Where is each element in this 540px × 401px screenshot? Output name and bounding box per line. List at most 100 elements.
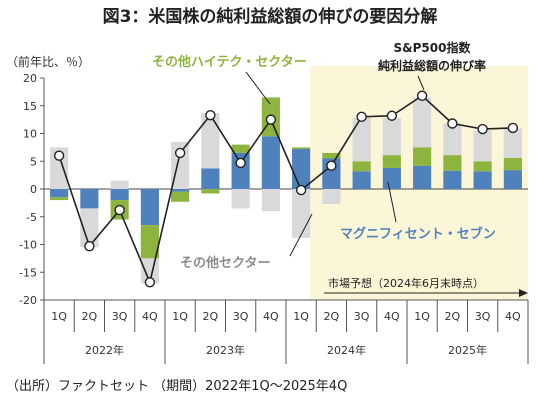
bar-segment-series-3 bbox=[292, 189, 311, 238]
x-tick-label: 3Q bbox=[112, 310, 128, 323]
y-tick-label: 0 bbox=[30, 183, 37, 196]
x-tick-label: 3Q bbox=[475, 310, 491, 323]
bar-segment-series-2 bbox=[352, 161, 371, 172]
year-label: 2024年 bbox=[327, 343, 366, 357]
sp500-point bbox=[386, 110, 398, 121]
bar-segment-series-1 bbox=[292, 149, 311, 189]
bar-segment-series-2 bbox=[201, 189, 220, 194]
x-tick-label: 2Q bbox=[324, 310, 340, 323]
x-tick-label: 4Q bbox=[142, 310, 158, 323]
x-tick-label: 1Q bbox=[51, 310, 67, 323]
x-tick-label: 1Q bbox=[293, 310, 309, 323]
sp500-point bbox=[447, 118, 458, 129]
chart-title: 図3：米国株の純利益総額の伸びの要因分解 bbox=[103, 6, 438, 27]
bar-segment-series-1 bbox=[503, 170, 522, 189]
x-tick-label: 1Q bbox=[414, 310, 430, 323]
bar-segment-series-2 bbox=[443, 155, 462, 171]
y-tick-label: 15 bbox=[23, 100, 37, 113]
x-tick-label: 4Q bbox=[505, 310, 521, 323]
year-label: 2022年 bbox=[85, 343, 124, 357]
y-tick-label: -10 bbox=[19, 239, 37, 252]
y-tick-label: 10 bbox=[23, 128, 37, 141]
x-tick-label: 2Q bbox=[445, 310, 461, 323]
year-label: 2025年 bbox=[448, 343, 487, 357]
annotation-sp500-line1: S&P500指数 bbox=[394, 40, 472, 55]
x-tick-label: 2Q bbox=[82, 310, 98, 323]
annotation-other-pointer bbox=[289, 213, 313, 257]
bar-segment-series-2 bbox=[382, 155, 401, 168]
year-label: 2023年 bbox=[206, 343, 245, 357]
y-axis-label: （前年比、％） bbox=[6, 54, 90, 69]
sp500-point bbox=[174, 147, 186, 159]
sp500-point bbox=[416, 90, 428, 101]
bar-segment-series-1 bbox=[261, 136, 280, 189]
bar-segment-series-3 bbox=[352, 117, 371, 162]
x-tick-label: 1Q bbox=[172, 310, 188, 323]
bar-segment-series-3 bbox=[261, 189, 280, 212]
x-tick-label: 4Q bbox=[384, 310, 400, 323]
annotation-other: その他セクター bbox=[180, 255, 270, 271]
bar-segment-series-2 bbox=[140, 225, 159, 259]
bar-segment-series-1 bbox=[201, 168, 220, 189]
annotation-other-tech-pointer bbox=[245, 71, 271, 105]
bar-segment-series-1 bbox=[413, 165, 432, 189]
y-tick-label: 20 bbox=[23, 72, 37, 85]
bar-segment-series-3 bbox=[382, 117, 401, 156]
annotation-magnificent-pointer bbox=[387, 181, 397, 223]
sp500-point bbox=[265, 114, 277, 125]
bar-segment-series-1 bbox=[80, 189, 99, 209]
sp500-point bbox=[326, 160, 337, 171]
bar-segment-series-3 bbox=[201, 112, 220, 169]
bar-segment-series-1 bbox=[110, 189, 129, 201]
x-tick-label: 2Q bbox=[203, 310, 219, 323]
y-tick-label: 5 bbox=[30, 155, 37, 168]
sp500-point bbox=[295, 184, 307, 196]
forecast-arrowhead bbox=[519, 289, 528, 297]
bar-segment-series-1 bbox=[50, 189, 69, 198]
bar-segment-series-3 bbox=[443, 123, 462, 156]
sp500-point bbox=[84, 240, 95, 252]
sp500-point bbox=[235, 157, 246, 169]
source-note: （出所）ファクトセット （期間）2022年1Q～2025年4Q bbox=[6, 379, 347, 394]
annotation-magnificent: マグニフィセント・セブン bbox=[340, 226, 496, 242]
y-tick-label: -15 bbox=[19, 266, 37, 279]
bar-segment-series-3 bbox=[413, 97, 432, 148]
annotation-sp500-line2: 純利益総額の伸び率 bbox=[378, 58, 486, 73]
annotation-forecast: 市場予想（2024年6月末時点） bbox=[328, 276, 484, 290]
sp500-point bbox=[114, 204, 125, 216]
y-tick-label: -20 bbox=[19, 294, 37, 307]
bar-segment-series-3 bbox=[322, 189, 341, 204]
bar-segment-series-2 bbox=[322, 152, 341, 159]
annotation-sp500-pointer bbox=[417, 75, 425, 91]
sp500-point bbox=[53, 150, 65, 161]
x-tick-label: 3Q bbox=[354, 310, 370, 323]
y-tick-label: -5 bbox=[26, 211, 37, 224]
sp500-point bbox=[507, 122, 519, 134]
bar-segment-series-3 bbox=[231, 189, 250, 209]
sp500-point bbox=[477, 123, 488, 135]
bar-segment-series-1 bbox=[382, 167, 401, 189]
bar-segment-series-1 bbox=[171, 189, 190, 192]
bar-segment-series-2 bbox=[50, 197, 69, 201]
bar-segment-series-2 bbox=[292, 147, 311, 150]
bar-segment-series-2 bbox=[413, 147, 432, 166]
bar-segment-series-2 bbox=[231, 144, 250, 153]
bar-segment-series-1 bbox=[443, 170, 462, 189]
x-tick-label: 3Q bbox=[233, 310, 249, 323]
bar-segment-series-2 bbox=[473, 161, 492, 172]
bar-segment-series-2 bbox=[171, 191, 190, 202]
x-tick-label: 4Q bbox=[263, 310, 279, 323]
bar-segment-series-2 bbox=[503, 157, 522, 171]
sp500-point bbox=[356, 111, 367, 123]
sp500-point bbox=[205, 109, 216, 121]
bar-segment-series-3 bbox=[110, 180, 129, 189]
bar-segment-series-3 bbox=[473, 130, 492, 162]
bar-segment-series-1 bbox=[473, 171, 492, 189]
annotation-other-tech: その他ハイテク・セクター bbox=[152, 54, 307, 70]
sp500-line bbox=[58, 94, 513, 285]
bar-segment-series-3 bbox=[80, 208, 99, 248]
bar-segment-series-3 bbox=[503, 128, 522, 158]
bar-segment-series-1 bbox=[140, 189, 159, 226]
bar-segment-series-1 bbox=[352, 171, 371, 189]
